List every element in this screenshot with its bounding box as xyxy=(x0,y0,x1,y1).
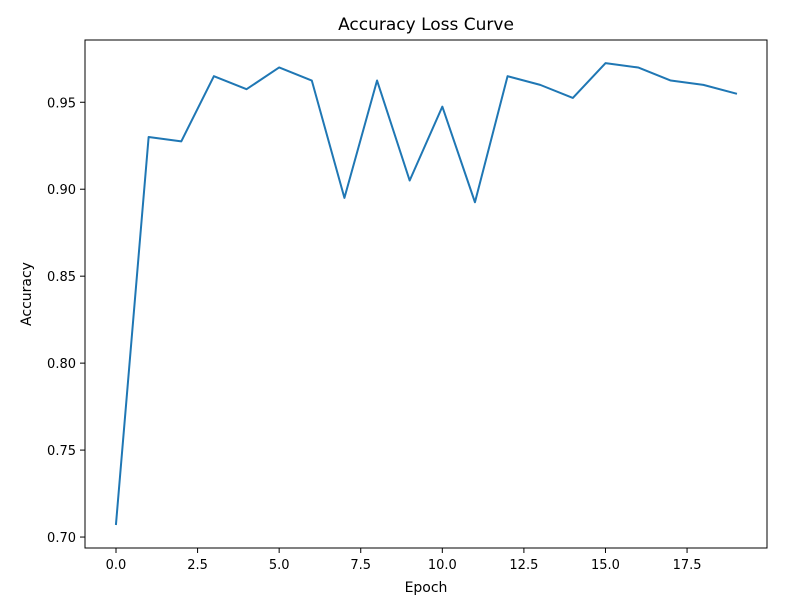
x-tick-label: 0.0 xyxy=(106,558,127,573)
y-tick-label: 0.95 xyxy=(47,96,76,111)
data-point xyxy=(637,66,639,68)
plot-area xyxy=(85,40,767,548)
x-axis-ticks: 0.0 2.5 5.0 7.5 10.0 12.5 15.0 17.5 xyxy=(106,548,702,573)
data-point xyxy=(539,84,541,86)
data-point xyxy=(507,75,509,77)
x-tick-label: 17.5 xyxy=(673,558,702,573)
data-point xyxy=(441,106,443,108)
accuracy-series-line xyxy=(114,62,738,526)
data-point xyxy=(735,93,737,95)
y-tick-label: 0.80 xyxy=(47,357,76,372)
data-point xyxy=(702,84,704,86)
series-layer xyxy=(114,62,738,526)
x-tick-label: 12.5 xyxy=(509,558,538,573)
y-axis-label: Accuracy xyxy=(19,262,35,326)
data-point xyxy=(343,197,345,199)
data-point xyxy=(572,97,574,99)
y-tick-label: 0.85 xyxy=(47,270,76,285)
data-point xyxy=(604,62,606,64)
data-point xyxy=(278,66,280,68)
x-tick-label: 10.0 xyxy=(428,558,457,573)
x-tick-label: 7.5 xyxy=(350,558,371,573)
data-point xyxy=(148,136,150,138)
data-point xyxy=(180,140,182,142)
data-point xyxy=(409,180,411,182)
x-tick-label: 2.5 xyxy=(187,558,208,573)
data-point xyxy=(670,80,672,82)
y-tick-label: 0.90 xyxy=(47,183,76,198)
x-tick-label: 5.0 xyxy=(269,558,290,573)
plot-frame xyxy=(84,39,768,549)
x-axis-label: Epoch xyxy=(405,580,448,596)
y-axis-ticks: 0.70 0.75 0.80 0.85 0.90 0.95 xyxy=(47,96,85,546)
data-point xyxy=(311,80,313,82)
chart-title: Accuracy Loss Curve xyxy=(338,15,514,35)
y-tick-label: 0.75 xyxy=(47,444,76,459)
data-point xyxy=(213,75,215,77)
data-point xyxy=(474,201,476,203)
data-point xyxy=(115,523,117,525)
data-point xyxy=(246,88,248,90)
y-tick-label: 0.70 xyxy=(47,531,76,546)
data-point xyxy=(376,80,378,82)
x-tick-label: 15.0 xyxy=(591,558,620,573)
